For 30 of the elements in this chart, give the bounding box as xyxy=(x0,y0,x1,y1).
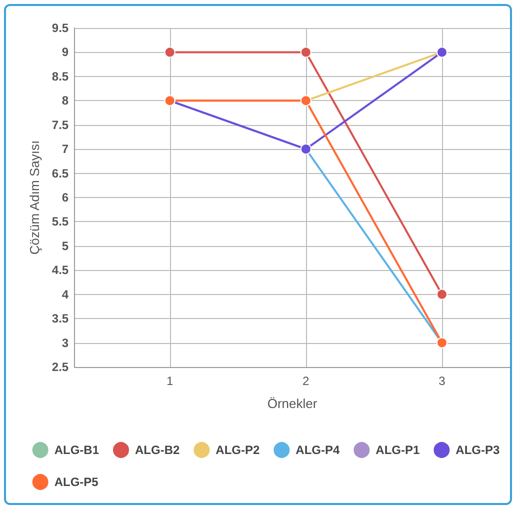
y-tick-label: 7.5 xyxy=(52,118,69,132)
y-tick-label: 8.5 xyxy=(52,69,69,84)
y-axis-title: Çözüm Adım Sayısı xyxy=(27,140,42,255)
point xyxy=(164,46,176,58)
y-tick-label: 3 xyxy=(62,336,69,350)
y-tick-label: 9 xyxy=(62,45,69,60)
y-tick-label: 4 xyxy=(62,287,69,302)
point xyxy=(436,288,448,300)
x-tick-label: 3 xyxy=(438,374,446,388)
legend-label: ALG-P2 xyxy=(216,443,260,457)
y-tick-label: 6 xyxy=(62,190,69,204)
y-tick-label: 4.5 xyxy=(52,263,69,278)
y-tick-label: 7 xyxy=(62,142,69,156)
point xyxy=(300,46,312,58)
x-axis-title: Örnekler xyxy=(267,396,318,411)
x-tick-label: 1 xyxy=(166,374,174,388)
y-tick-label: 6.5 xyxy=(52,166,69,180)
y-tick-label: 9.5 xyxy=(52,21,69,35)
legend-label: ALG-B1 xyxy=(54,443,100,457)
legend-label: ALG-P3 xyxy=(456,443,500,457)
y-tick-label: 5.5 xyxy=(52,214,69,229)
legend-label: ALG-B2 xyxy=(134,443,180,457)
y-tick-label: 3.5 xyxy=(52,312,69,326)
y-tick-label: 2.5 xyxy=(52,360,69,374)
y-tick-label: 5 xyxy=(62,238,69,253)
y-tick-label: 8 xyxy=(62,94,69,108)
legend-label: ALG-P5 xyxy=(54,475,99,489)
x-tick-label: 2 xyxy=(302,374,310,388)
legend-label: ALG-P4 xyxy=(296,443,340,457)
legend-label: ALG-P1 xyxy=(376,443,420,457)
